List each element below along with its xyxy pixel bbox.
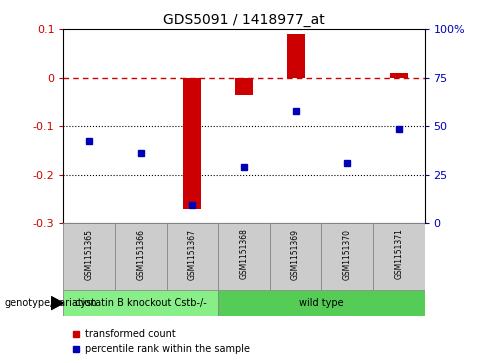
Bar bbox=[63, 290, 218, 316]
Text: GSM1151370: GSM1151370 bbox=[343, 229, 352, 280]
Bar bbox=[373, 223, 425, 290]
Bar bbox=[390, 73, 408, 78]
Legend: transformed count, percentile rank within the sample: transformed count, percentile rank withi… bbox=[68, 326, 254, 358]
Bar bbox=[218, 290, 425, 316]
Text: wild type: wild type bbox=[299, 298, 344, 308]
Text: GSM1151366: GSM1151366 bbox=[136, 229, 145, 280]
Text: GSM1151365: GSM1151365 bbox=[85, 229, 94, 280]
Text: cystatin B knockout Cstb-/-: cystatin B knockout Cstb-/- bbox=[75, 298, 207, 308]
Bar bbox=[63, 223, 115, 290]
Bar bbox=[115, 223, 166, 290]
Bar bbox=[218, 223, 270, 290]
Polygon shape bbox=[51, 297, 63, 310]
Bar bbox=[322, 223, 373, 290]
Text: genotype/variation: genotype/variation bbox=[5, 298, 98, 308]
Bar bbox=[286, 34, 305, 78]
Text: GSM1151369: GSM1151369 bbox=[291, 229, 300, 280]
Text: GSM1151368: GSM1151368 bbox=[240, 229, 248, 280]
Bar bbox=[183, 78, 202, 209]
Text: GSM1151371: GSM1151371 bbox=[394, 229, 403, 280]
Title: GDS5091 / 1418977_at: GDS5091 / 1418977_at bbox=[163, 13, 325, 26]
Bar bbox=[166, 223, 218, 290]
Bar bbox=[270, 223, 322, 290]
Text: GSM1151367: GSM1151367 bbox=[188, 229, 197, 280]
Bar bbox=[235, 78, 253, 95]
